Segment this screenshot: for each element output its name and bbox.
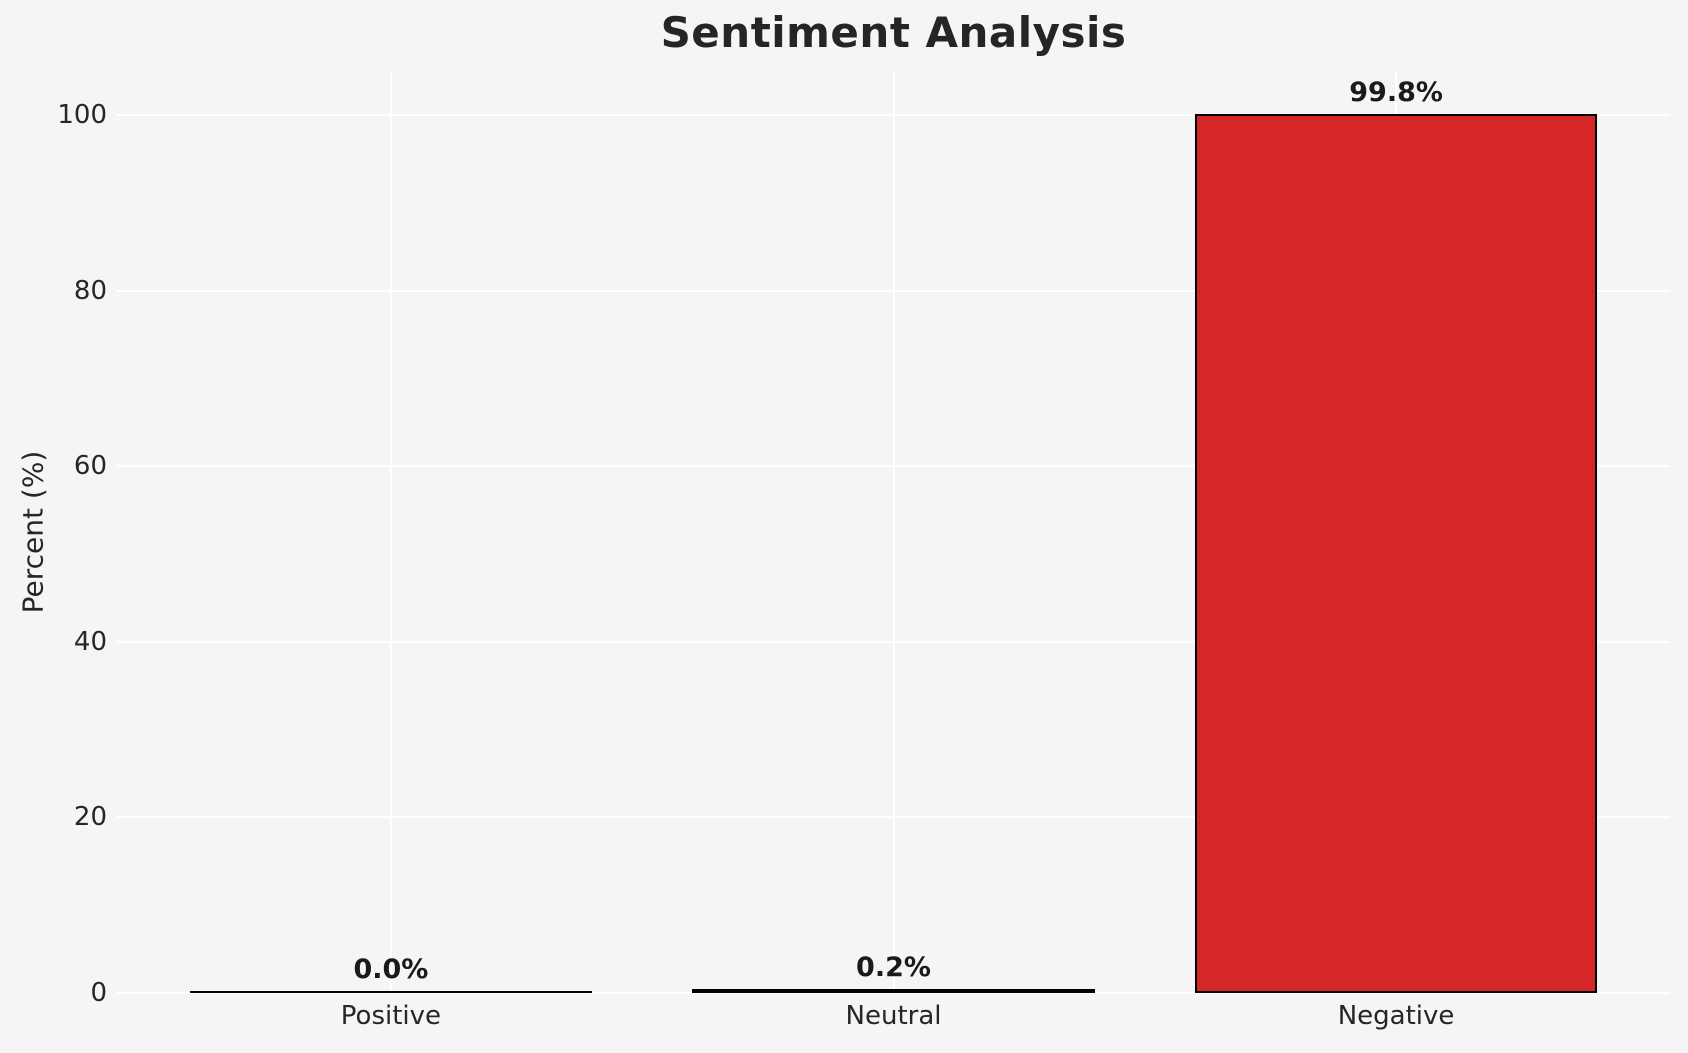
- plot-area: [117, 71, 1670, 994]
- x-tick-label: Positive: [340, 1001, 442, 1031]
- y-tick-label: 40: [73, 626, 107, 657]
- bar-value-label: 0.0%: [353, 953, 429, 985]
- x-tick-label: Negative: [1337, 1001, 1455, 1031]
- bar-negative: [1195, 114, 1598, 993]
- y-tick-label: 60: [73, 451, 107, 482]
- bar-value-label: 0.2%: [856, 951, 931, 983]
- y-tick-label: 100: [57, 99, 107, 130]
- y-tick-label: 80: [73, 275, 107, 306]
- chart-title: Sentiment Analysis: [660, 8, 1127, 57]
- y-axis-label: Percent (%): [16, 450, 50, 614]
- x-tick-label: Neutral: [845, 1001, 942, 1031]
- bar-value-label: 99.8%: [1349, 77, 1443, 109]
- y-gridline: [117, 992, 1670, 994]
- x-gridline: [892, 71, 895, 993]
- bar-neutral: [692, 988, 1095, 993]
- bar-positive: [189, 990, 592, 993]
- x-gridline: [389, 71, 392, 993]
- y-tick-label: 0: [90, 978, 107, 1008]
- y-tick-label: 20: [73, 802, 107, 833]
